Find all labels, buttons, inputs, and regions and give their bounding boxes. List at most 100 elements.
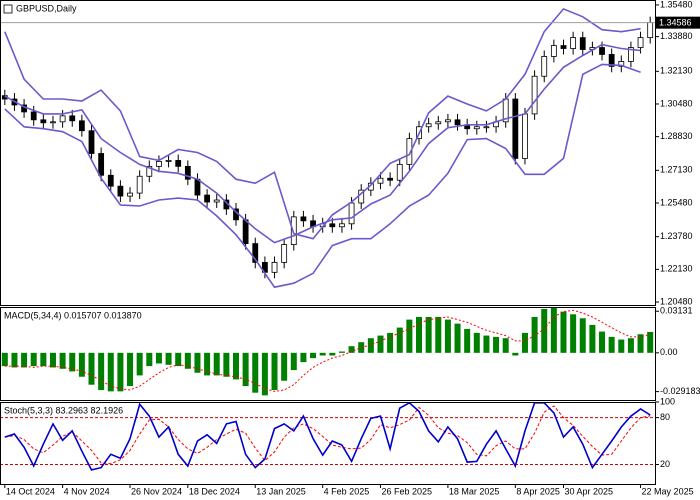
candle-body (618, 60, 625, 67)
macd-bar (300, 352, 307, 363)
candle-body (599, 47, 605, 55)
y-tick-label: 1.35480 (660, 0, 693, 9)
candle-body (647, 22, 654, 39)
macd-bar (78, 352, 85, 377)
current-price-box (656, 16, 700, 29)
y-tick-label: 0.03131 (660, 306, 693, 316)
y-tick-label: 20 (660, 459, 670, 469)
candle-body (579, 37, 586, 50)
macd-bar (425, 316, 432, 353)
candle-body (78, 120, 85, 132)
macd-bar (69, 352, 76, 372)
macd-bar (88, 352, 95, 385)
candle-body (445, 119, 451, 123)
x-tick-label: 26 Nov 2024 (131, 486, 182, 496)
candle-body (570, 37, 577, 49)
macd-bar (387, 332, 394, 353)
candle-body (252, 243, 259, 263)
macd-bar (589, 324, 596, 353)
macd-bar (252, 352, 259, 393)
x-tick-label: 13 Jan 2025 (256, 486, 306, 496)
x-tick-label: 14 Oct 2024 (6, 486, 55, 496)
macd-signal (4, 309, 651, 392)
macd-bar (550, 307, 557, 353)
macd-bar (541, 308, 548, 353)
macd-bar (348, 346, 355, 353)
macd-bar (618, 339, 625, 353)
macd-bar (570, 314, 577, 353)
macd-bar (579, 318, 586, 353)
panel-title: Stoch(5,3,3) 83.2963 82.1926 (4, 405, 123, 415)
macd-bar (377, 335, 384, 353)
macd-bar (637, 334, 644, 353)
x-tick-label: 22 May 2025 (642, 486, 694, 496)
macd-bar (290, 352, 297, 371)
candle-body (213, 199, 220, 203)
stoch-signal (4, 405, 651, 465)
candle-body (281, 244, 288, 263)
x-tick-label: 18 Dec 2024 (189, 486, 240, 496)
candle-body (454, 119, 461, 126)
macd-bar (165, 352, 172, 365)
macd-bar (560, 311, 567, 353)
macd-bar (155, 352, 162, 364)
candle-body (348, 202, 355, 225)
x-tick-label: 18 Mar 2025 (449, 486, 500, 496)
x-tick-label: 26 Feb 2025 (381, 486, 432, 496)
macd-bar (49, 352, 56, 368)
y-tick-label: 1.20480 (660, 296, 693, 306)
candle-body (50, 121, 56, 124)
macd-bar (502, 338, 509, 353)
macd-bar (59, 352, 66, 369)
x-tick-label: 30 Apr 2025 (564, 486, 613, 496)
x-tick-label: 8 Apr 2025 (516, 486, 560, 496)
y-tick-label: 100 (660, 396, 675, 406)
macd-bar (1, 352, 8, 367)
macd-bar (454, 323, 461, 353)
macd-bar (136, 352, 143, 376)
candle-body (271, 262, 278, 273)
candle-body (329, 223, 336, 228)
candle-body (473, 126, 480, 130)
x-tick-label: 4 Feb 2025 (324, 486, 370, 496)
macd-bar (435, 316, 442, 353)
macd-bar (464, 328, 471, 353)
candle-body (127, 192, 133, 197)
symbol-icon (3, 4, 13, 14)
macd-bar (194, 352, 201, 373)
panel-title: MACD(5,34,4) 0.015707 0.013870 (4, 310, 142, 320)
macd-bar (261, 352, 268, 396)
y-tick-label: 80 (660, 412, 670, 422)
candle-body (377, 177, 384, 184)
candle-body (339, 223, 345, 228)
candle-body (560, 45, 567, 49)
macd-bar (175, 352, 182, 367)
candle-body (117, 185, 124, 197)
macd-bar (21, 352, 28, 368)
bollinger-lower (4, 63, 641, 289)
y-tick-label: 1.22130 (660, 264, 693, 274)
macd-bar (204, 352, 211, 376)
macd-bar (184, 352, 191, 369)
macd-bar (493, 336, 500, 353)
y-tick-label: 1.33880 (660, 31, 693, 41)
y-tick-label: 0.00 (660, 347, 678, 357)
candle-body (522, 113, 528, 159)
macd-bar (329, 352, 336, 356)
macd-bar (483, 335, 490, 353)
macd-bar (117, 352, 124, 392)
macd-bar (444, 319, 451, 353)
candle-body (69, 115, 76, 122)
macd-bar (406, 319, 413, 353)
bollinger-upper (4, 7, 641, 240)
candle-body (146, 165, 153, 177)
y-tick-label: 1.25480 (660, 197, 693, 207)
macd-bar (338, 351, 345, 353)
x-tick-label: 4 Nov 2024 (64, 486, 110, 496)
candle-body (156, 161, 162, 167)
candle-body (608, 54, 615, 67)
panel-frame (0, 307, 656, 401)
candle-body (175, 160, 182, 167)
